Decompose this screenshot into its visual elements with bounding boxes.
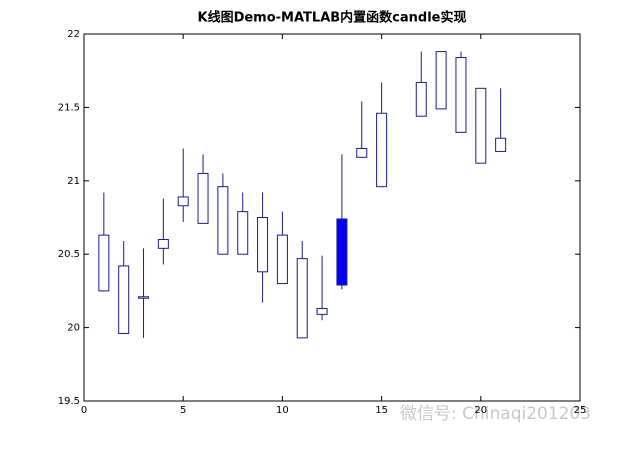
x-tick-label: 10 [276,405,289,416]
watermark: 微信号: Chinaqi201203 [400,404,591,424]
candle-body [495,137,507,152]
candle-body [138,296,150,299]
plot-frame [83,33,581,402]
candle-body [197,172,209,224]
candle-body [435,51,447,110]
candle-body [217,186,229,255]
x-tick-label: 20 [474,405,487,416]
candle-body [118,265,130,334]
x-tick-label: 25 [574,405,587,416]
candle-body [475,87,487,164]
x-tick-label: 15 [375,405,388,416]
y-tick-label: 19.5 [58,396,80,407]
y-tick-label: 20 [67,323,80,334]
x-tick-label: 5 [180,405,186,416]
candle-body [177,196,189,207]
candle-body [356,148,368,158]
y-tick-label: 21 [67,176,80,187]
candle-body [415,81,427,117]
candle-body [455,56,467,133]
candle-body [257,217,269,273]
y-tick-label: 20.5 [58,249,80,260]
candle-body [316,308,328,315]
chart-title: K线图Demo-MATLAB内置函数candle实现 [198,10,467,26]
candle-body [336,218,348,286]
y-tick-label: 21.5 [58,102,80,113]
y-tick-label: 22 [67,29,80,40]
candle-body [376,112,388,188]
candle-body [237,211,249,255]
candle-body [157,239,169,249]
candle-body [296,258,308,339]
candle-body [98,234,110,292]
candle-body [276,234,288,285]
x-tick-label: 0 [81,405,87,416]
